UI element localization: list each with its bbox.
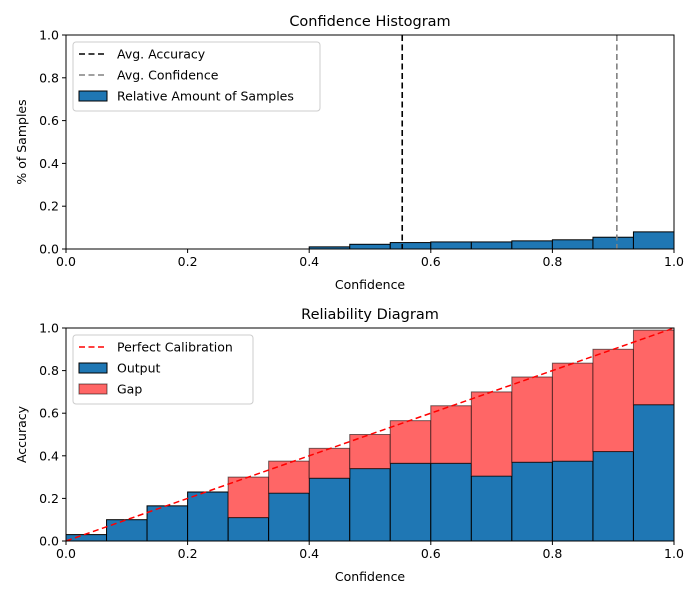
- output-bar: [65, 534, 108, 542]
- output-bar: [592, 451, 634, 542]
- reliability-diagram: Reliability Diagram 0.0 0.2 0.4 0.6 0.8 1.0 0.0…: [14, 307, 684, 584]
- legend-box: [72, 41, 321, 112]
- y-tick-label: 1.0: [39, 321, 59, 336]
- x-axis-label: Confidence: [335, 277, 406, 292]
- histogram-bar: [389, 242, 432, 250]
- x-tick-label: 0.4: [299, 546, 319, 561]
- output-bar: [308, 477, 351, 542]
- output-bar: [106, 519, 148, 542]
- gap-bar: [470, 391, 513, 477]
- legend-label: Avg. Confidence: [117, 68, 219, 83]
- chart-title: Reliability Diagram: [301, 307, 439, 323]
- histogram-bar: [551, 239, 594, 250]
- x-tick-label: 0.8: [542, 254, 562, 269]
- x-tick-label: 0.0: [56, 254, 76, 269]
- output-bar: [511, 461, 553, 542]
- gap-bar: [308, 447, 351, 479]
- legend-handle-samples: [78, 90, 108, 102]
- chart-title: Confidence Histogram: [289, 14, 450, 30]
- output-bar: [470, 475, 513, 542]
- gap-bar: [511, 376, 553, 463]
- histogram-bar: [511, 240, 553, 250]
- x-tick-label: 1.0: [664, 254, 684, 269]
- y-tick-label: 0.8: [39, 363, 59, 378]
- axes-frame: [65, 34, 675, 250]
- histogram-bar: [430, 241, 472, 250]
- gap-bar: [227, 476, 270, 519]
- x-tick-label: 0.2: [178, 254, 198, 269]
- y-tick-label: 0.2: [39, 491, 59, 506]
- perfect-calibration-line: [65, 327, 675, 542]
- output-bar: [430, 462, 472, 542]
- y-tick-label: 1.0: [39, 28, 59, 43]
- axes-frame: [65, 327, 675, 542]
- output-bar: [389, 462, 432, 542]
- y-tick-label: 0.4: [39, 448, 59, 463]
- y-tick-label: 0.0: [39, 242, 59, 257]
- y-tick-label: 0.6: [39, 113, 59, 128]
- output-bar: [146, 505, 189, 542]
- y-axis-label: % of Samples: [14, 99, 29, 184]
- legend-label: Relative Amount of Samples: [117, 89, 294, 104]
- gap-bar: [551, 362, 594, 462]
- histogram-bar: [632, 231, 675, 250]
- x-tick-label: 0.4: [299, 254, 319, 269]
- x-tick-label: 0.0: [56, 546, 76, 561]
- histogram-bar: [349, 243, 391, 250]
- output-bar: [187, 491, 229, 542]
- output-bar: [551, 460, 594, 542]
- output-bar: [632, 404, 675, 542]
- legend: Perfect Calibration Output Gap: [72, 334, 254, 405]
- y-axis-label: Accuracy: [14, 405, 29, 463]
- gap-bar: [268, 460, 310, 494]
- x-tick-label: 0.2: [178, 546, 198, 561]
- y-tick-label: 0.0: [39, 534, 59, 549]
- legend-box: [72, 334, 254, 405]
- gap-bar: [632, 329, 675, 406]
- histogram-bar: [470, 241, 513, 250]
- legend-label: Perfect Calibration: [117, 340, 233, 355]
- histogram-bar: [592, 236, 634, 250]
- legend-handle-output: [78, 362, 108, 374]
- x-tick-label: 0.8: [542, 546, 562, 561]
- legend-label: Avg. Accuracy: [117, 47, 206, 62]
- y-tick-label: 0.2: [39, 199, 59, 214]
- y-tick-label: 0.8: [39, 70, 59, 85]
- gap-bar: [592, 348, 634, 453]
- x-tick-label: 0.6: [421, 254, 441, 269]
- y-tick-label: 0.6: [39, 406, 59, 421]
- output-bar: [349, 468, 391, 542]
- x-tick-label: 0.6: [421, 546, 441, 561]
- gap-bar: [430, 405, 472, 464]
- legend-handle-gap: [78, 383, 108, 395]
- x-axis-label: Confidence: [335, 569, 406, 584]
- legend: Avg. Accuracy Avg. Confidence Relative Amo…: [72, 41, 321, 112]
- confidence-histogram: Confidence Histogram 0.0 0.2 0.4 0.6 0.8 1.0 0.…: [14, 14, 684, 292]
- output-bar: [227, 517, 270, 542]
- x-tick-label: 1.0: [664, 546, 684, 561]
- gap-bar: [389, 420, 432, 464]
- y-tick-label: 0.4: [39, 156, 59, 171]
- legend-label: Output: [117, 361, 161, 376]
- legend-label: Gap: [117, 382, 142, 397]
- output-bar: [268, 492, 310, 542]
